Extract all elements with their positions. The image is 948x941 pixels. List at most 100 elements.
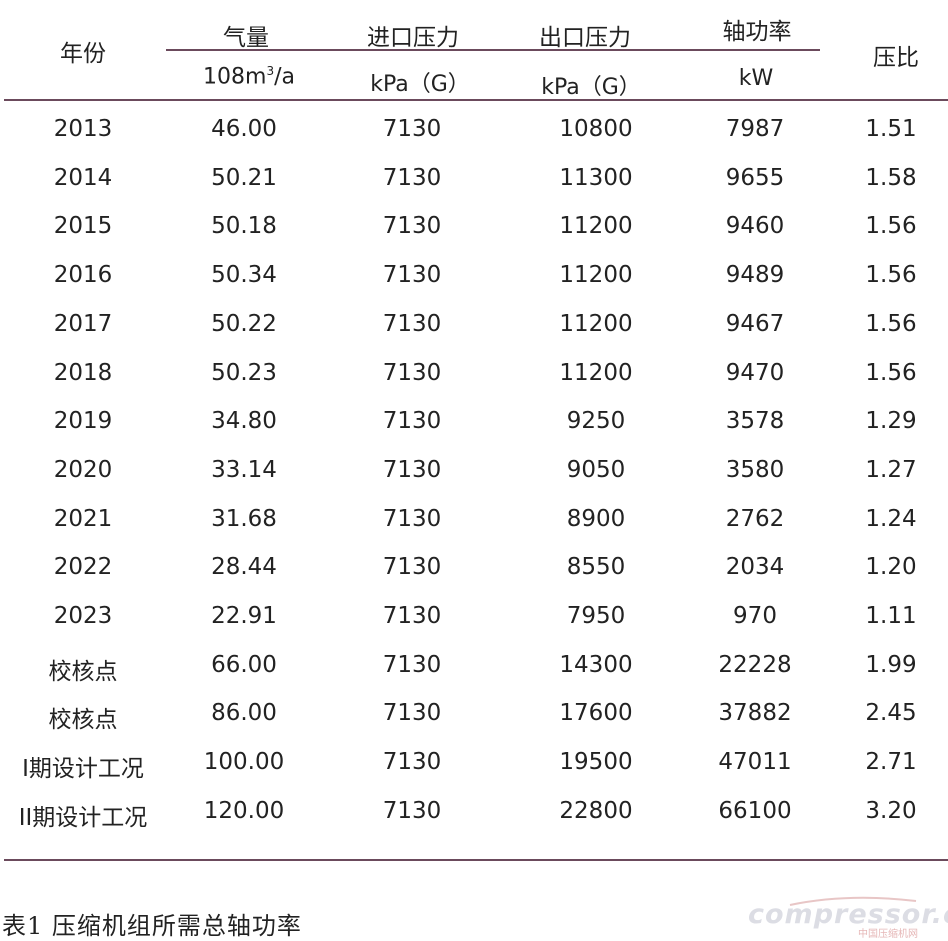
table-cell: 14300 <box>559 651 633 678</box>
table-cell: 11300 <box>559 164 633 191</box>
row-label: I期设计工况 <box>22 756 144 783</box>
table-cell: 17600 <box>559 700 633 727</box>
table-cell: 8900 <box>566 505 626 532</box>
table-cell: 9460 <box>725 213 785 240</box>
table-cell: 7130 <box>382 700 442 727</box>
table-cell: 9050 <box>566 456 626 483</box>
table-cell: 1.56 <box>865 213 917 240</box>
table-cell: 22228 <box>718 651 792 678</box>
table-cell: 970 <box>733 603 777 629</box>
watermark-text: compressor.cn <box>748 899 948 930</box>
table-cell: 19500 <box>559 749 633 776</box>
row-label: 2023 <box>53 603 113 629</box>
table-cell: 31.68 <box>211 505 277 532</box>
table-cell: 1.24 <box>865 505 917 532</box>
table-cell: 28.44 <box>211 554 277 581</box>
table-cell: 7130 <box>382 749 442 776</box>
unit-flow: 108m3/a <box>203 64 295 89</box>
header-pressure-ratio: 压比 <box>873 45 919 71</box>
table-cell: 47011 <box>718 749 792 776</box>
table-cell: 7130 <box>382 359 442 386</box>
unit-flow-sup: 3 <box>266 64 275 78</box>
table-cell: 7130 <box>382 310 442 337</box>
table-cell: 11200 <box>559 213 633 240</box>
row-label: 2015 <box>53 213 113 240</box>
table-cell: 7130 <box>382 213 442 240</box>
table-cell: 50.21 <box>211 164 277 191</box>
header-subrule <box>166 49 820 51</box>
table-cell: 86.00 <box>211 700 277 727</box>
table-cell: 2.45 <box>865 700 917 727</box>
table-cell: 2762 <box>725 505 785 532</box>
header-inlet-pressure: 进口压力 <box>367 25 459 51</box>
table-cell: 1.11 <box>865 603 917 629</box>
table-cell: 1.20 <box>865 554 917 581</box>
row-label: 2014 <box>53 164 113 191</box>
watermark-logo: compressor.cn 中国压缩机网 <box>748 895 948 940</box>
header-flow: 气量 <box>223 25 269 51</box>
unit-flow-tail: /a <box>274 64 295 90</box>
table-cell: 3578 <box>725 408 785 435</box>
header-year: 年份 <box>60 41 106 67</box>
table-cell: 1.29 <box>865 408 917 435</box>
row-label: 校核点 <box>48 658 118 685</box>
table-cell: 2034 <box>725 554 785 581</box>
table-cell: 7130 <box>382 262 442 289</box>
table-cell: 1.51 <box>865 116 917 142</box>
row-label: 2016 <box>53 262 113 289</box>
table-cell: 46.00 <box>211 116 277 142</box>
table-cell: 50.22 <box>211 310 277 337</box>
table-cell: 7130 <box>382 116 442 142</box>
table-cell: 3.20 <box>865 797 917 824</box>
table-cell: 66.00 <box>211 651 277 678</box>
row-label: II期设计工况 <box>18 804 148 831</box>
header-bottom-rule <box>4 99 948 101</box>
table-cell: 10800 <box>559 116 633 142</box>
table-cell: 1.56 <box>865 310 917 337</box>
table-cell: 3580 <box>725 456 785 483</box>
table-cell: 1.27 <box>865 456 917 483</box>
table-cell: 9250 <box>566 408 626 435</box>
table-cell: 8550 <box>566 554 626 581</box>
table-cell: 1.56 <box>865 359 917 386</box>
unit-power: kW <box>738 66 774 91</box>
header-outlet-pressure: 出口压力 <box>539 25 631 51</box>
table-cell: 1.99 <box>865 651 917 678</box>
watermark-subtext: 中国压缩机网 <box>858 929 918 940</box>
table-cell: 9655 <box>725 164 785 191</box>
row-label: 2022 <box>53 554 113 581</box>
table-cell: 9467 <box>725 310 785 337</box>
table-cell: 7130 <box>382 603 442 629</box>
table-cell: 34.80 <box>211 408 277 435</box>
table-cell: 2.71 <box>865 749 917 776</box>
swoosh-icon <box>789 896 917 906</box>
table-cell: 100.00 <box>203 749 285 776</box>
table-cell: 7130 <box>382 505 442 532</box>
table-cell: 7130 <box>382 408 442 435</box>
row-label: 2017 <box>53 310 113 337</box>
unit-inlet: kPa（G） <box>370 72 470 97</box>
table-cell: 7130 <box>382 456 442 483</box>
row-label: 2021 <box>53 505 113 532</box>
table-cell: 7950 <box>566 603 626 629</box>
table-cell: 11200 <box>559 310 633 337</box>
table-cell: 120.00 <box>203 797 285 824</box>
table-cell: 37882 <box>718 700 792 727</box>
table-cell: 66100 <box>718 797 792 824</box>
table-cell: 11200 <box>559 262 633 289</box>
table-cell: 1.58 <box>865 164 917 191</box>
table-cell: 33.14 <box>211 456 277 483</box>
table-cell: 22.91 <box>211 603 277 629</box>
table-cell: 7130 <box>382 651 442 678</box>
table-cell: 9489 <box>725 262 785 289</box>
table-cell: 7130 <box>382 797 442 824</box>
table-cell: 9470 <box>725 359 785 386</box>
table-caption: 表1 压缩机组所需总轴功率 <box>2 912 302 940</box>
table-cell: 50.18 <box>211 213 277 240</box>
table-cell: 50.34 <box>211 262 277 289</box>
row-label: 校核点 <box>48 707 118 734</box>
table-cell: 1.56 <box>865 262 917 289</box>
row-label: 2018 <box>53 359 113 386</box>
table-cell: 50.23 <box>211 359 277 386</box>
table-cell: 22800 <box>559 797 633 824</box>
